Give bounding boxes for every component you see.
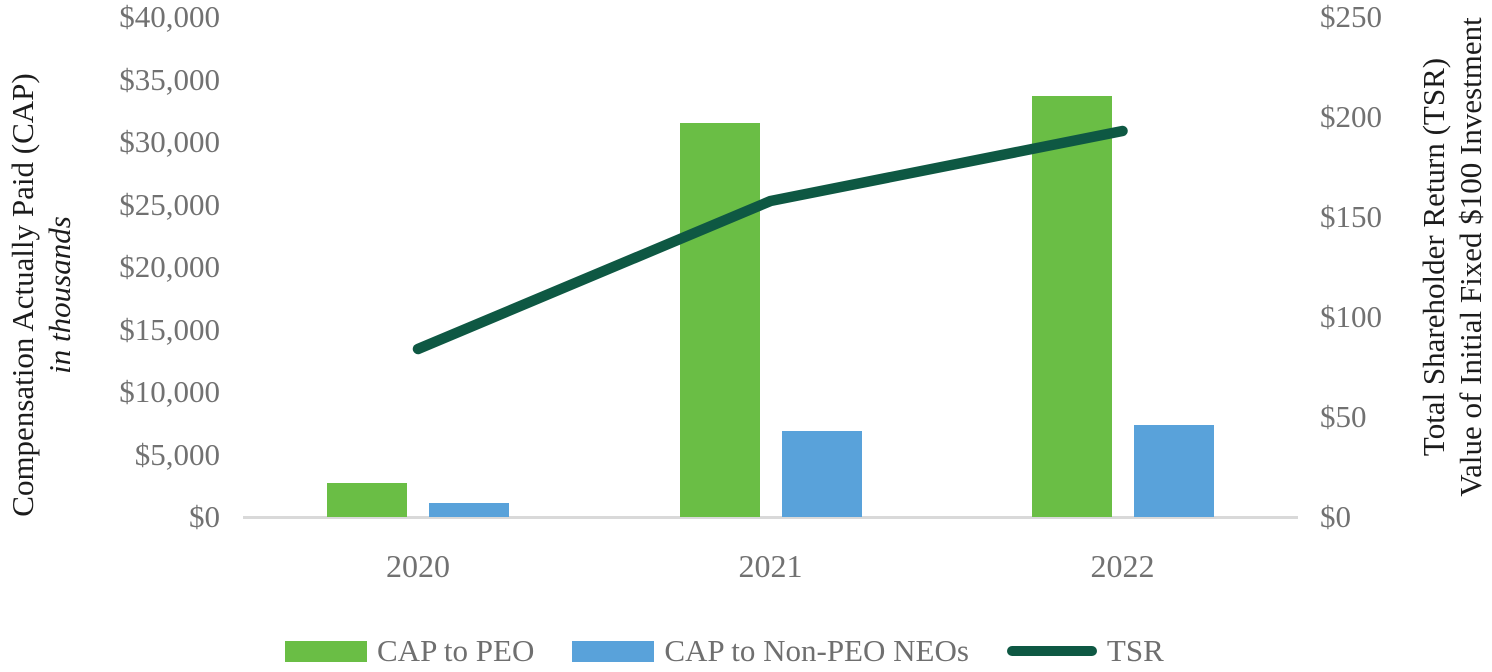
left-tick--20-000: $20,000 (119, 249, 220, 284)
right-tick--150: $150 (1320, 199, 1382, 234)
left-tick--0: $0 (189, 499, 220, 534)
bar-cap-to-peo-2020 (327, 483, 407, 517)
legend-label-tsr: TSR (1106, 633, 1164, 668)
left-tick--15-000: $15,000 (119, 311, 220, 347)
right-tick--0: $0 (1320, 499, 1351, 534)
legend-item-cap-to-non-peo-neos: CAP to Non-PEO NEOs (572, 633, 969, 669)
bar-cap-to-peo-2022 (1031, 95, 1112, 517)
right-tick--50: $50 (1320, 399, 1367, 434)
left-tick--40-000: $40,000 (119, 0, 220, 34)
x-label-2020: 2020 (386, 548, 450, 584)
left-tick--5-000: $5,000 (134, 436, 220, 472)
legend: CAP to PEO CAP to Non-PEO NEOs TSR (285, 633, 1164, 669)
legend-label-cap-to-non-peo-neos: CAP to Non-PEO NEOs (664, 633, 969, 668)
right-tick--200: $200 (1320, 99, 1382, 134)
bar-cap-to-non-peo-neos-2021 (781, 430, 862, 517)
tsr-polyline (412, 125, 1128, 355)
left-tick--30-000: $30,000 (119, 124, 220, 159)
legend-item-cap-to-peo: CAP to PEO (285, 633, 534, 669)
right-tick--100: $100 (1320, 299, 1382, 334)
legend-swatch-tsr (1006, 646, 1097, 656)
legend-item-tsr: TSR (1006, 633, 1164, 669)
x-label-2021: 2021 (738, 548, 803, 584)
left-tick--10-000: $10,000 (119, 374, 220, 409)
legend-swatch-cap-to-non-peo-neos (572, 640, 655, 662)
left-tick--35-000: $35,000 (119, 61, 220, 97)
legend-label-cap-to-peo: CAP to PEO (377, 633, 535, 668)
left-tick--25-000: $25,000 (119, 186, 220, 222)
bar-cap-to-peo-2021 (679, 123, 760, 517)
x-label-2022: 2022 (1090, 548, 1155, 584)
right-tick--250: $250 (1320, 0, 1382, 34)
x-axis-line (243, 516, 1298, 519)
legend-swatch-cap-to-peo (285, 640, 367, 662)
bar-cap-to-non-peo-neos-2022 (1133, 424, 1214, 517)
bar-cap-to-non-peo-neos-2020 (429, 503, 509, 517)
